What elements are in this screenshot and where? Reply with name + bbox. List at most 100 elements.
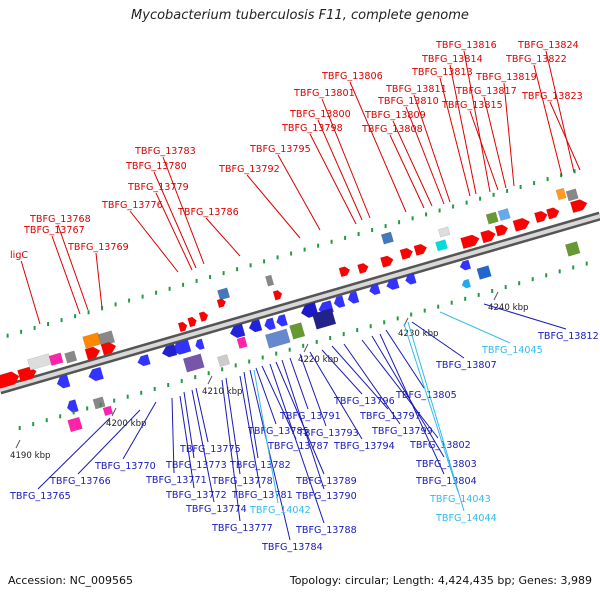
tick-mark	[290, 251, 293, 256]
tick-mark	[356, 328, 359, 333]
gene-shape	[459, 259, 472, 271]
reverse-gene-label-text: TBFG_13793	[297, 428, 359, 439]
gene-glyph	[476, 265, 492, 280]
gene-shape	[565, 188, 579, 202]
tick-mark	[6, 333, 9, 338]
rna-gene-label-leader	[439, 311, 511, 344]
scale-tick	[303, 343, 309, 353]
forward-gene-label-leader	[95, 252, 103, 309]
tick-mark	[207, 371, 210, 376]
gene-shape	[333, 295, 346, 309]
gene-glyph	[437, 226, 451, 238]
forward-gene-label-text: TBFG_13824	[517, 40, 579, 51]
forward-gene-label-text: TBFG_13809	[364, 110, 426, 121]
tick-mark	[20, 329, 23, 334]
gene-shape	[386, 277, 400, 291]
tick-mark	[357, 232, 360, 236]
tick-mark	[167, 383, 170, 387]
forward-gene-label-leader	[449, 64, 477, 195]
gene-glyph	[64, 350, 78, 364]
gene-glyph	[460, 234, 480, 250]
gene-glyph	[480, 229, 496, 244]
gene-shape	[480, 229, 496, 244]
reverse-gene-label-text: TBFG_13771	[145, 475, 207, 486]
gene-shape	[84, 346, 101, 361]
forward-gene-label-text: TBFG_13780	[125, 161, 187, 172]
tick-mark	[465, 200, 468, 205]
scale-tick	[207, 375, 213, 385]
reverse-gene-label-leader	[243, 371, 259, 459]
tick-mark	[344, 235, 347, 240]
reverse-gene-label-group: TBFG_13765 TBFG_13766 TBFG_13770 TBFG_13771…	[9, 303, 599, 553]
gene-glyph	[413, 243, 428, 256]
forward-gene-label-leader	[20, 260, 41, 325]
tick-mark	[546, 177, 549, 182]
gene-glyph	[380, 255, 394, 268]
tick-mark	[276, 255, 279, 260]
forward-gene-label-text: TBFG_13767	[23, 225, 85, 236]
gene-glyph	[56, 374, 71, 389]
gene-shape	[56, 374, 71, 389]
reverse-gene-label-leader	[379, 333, 445, 475]
tick-mark	[140, 390, 143, 395]
gene-glyph	[102, 405, 114, 417]
reverse-gene-label-leader	[269, 363, 325, 524]
reverse-gene-label-leader	[411, 321, 465, 359]
reverse-gene-label-text: TBFG_13799	[371, 426, 433, 437]
tick-mark	[450, 300, 453, 305]
gene-glyph	[229, 323, 246, 339]
reverse-gene-label-leader	[299, 353, 327, 427]
tick-mark	[113, 398, 116, 403]
gene-shape	[64, 350, 78, 364]
gene-shape	[137, 354, 151, 367]
gene-shape	[27, 353, 52, 371]
reverse-gene-label-leader	[309, 351, 363, 440]
forward-gene-label-leader	[549, 101, 581, 171]
tick-mark	[195, 278, 198, 283]
tick-mark	[479, 196, 482, 201]
tick-mark	[209, 275, 212, 279]
gene-shape	[338, 266, 351, 278]
gene-shape	[512, 217, 531, 232]
tick-mark	[18, 426, 21, 430]
forward-gene-label-text: TBFG_13823	[521, 91, 583, 102]
tick-mark	[518, 281, 521, 286]
forward-gene-label-leader	[309, 133, 357, 225]
forward-gene-label-leader	[469, 110, 499, 191]
forward-gene-label-leader	[392, 120, 433, 207]
tick-mark	[492, 192, 495, 197]
rna-gene-label-leader	[407, 321, 465, 512]
gene-shape	[92, 396, 106, 410]
forward-gene-label-leader	[349, 81, 407, 213]
reverse-gene-label-text: TBFG_13807	[435, 360, 497, 371]
gene-shape	[216, 298, 227, 309]
tick-mark	[86, 406, 89, 411]
gene-glyph	[272, 289, 283, 301]
tick-mark	[425, 212, 428, 217]
tick-mark	[383, 320, 386, 325]
tick-mark	[384, 224, 387, 229]
gene-shape	[195, 338, 205, 351]
reverse-gene-label-leader	[343, 343, 401, 425]
tick-mark	[87, 310, 90, 315]
tick-mark	[222, 271, 225, 276]
rna-gene-label-leader	[253, 369, 279, 504]
reverse-gene-label-text: TBFG_13789	[295, 476, 357, 487]
reverse-gene-label-leader	[371, 335, 445, 458]
tick-mark	[261, 355, 264, 360]
forward-gene-label-leader	[57, 224, 89, 311]
gene-glyph	[84, 346, 101, 361]
tick-mark	[234, 363, 237, 368]
reverse-gene-label-text: TBFG_13796	[333, 396, 395, 407]
reverse-gene-label-leader	[281, 359, 325, 490]
gene-glyph	[97, 330, 116, 347]
gene-glyph	[555, 187, 567, 201]
reverse-gene-label-text: TBFG_13803	[415, 459, 477, 470]
tick-track	[6, 169, 588, 430]
gene-shape	[102, 405, 114, 417]
gene-glyph	[497, 208, 511, 222]
scale-label: 4210 kbp	[202, 387, 243, 397]
gene-glyph	[66, 399, 79, 413]
forward-gene-label-text: TBFG_13817	[455, 86, 517, 97]
reverse-gene-label-leader	[239, 375, 261, 489]
